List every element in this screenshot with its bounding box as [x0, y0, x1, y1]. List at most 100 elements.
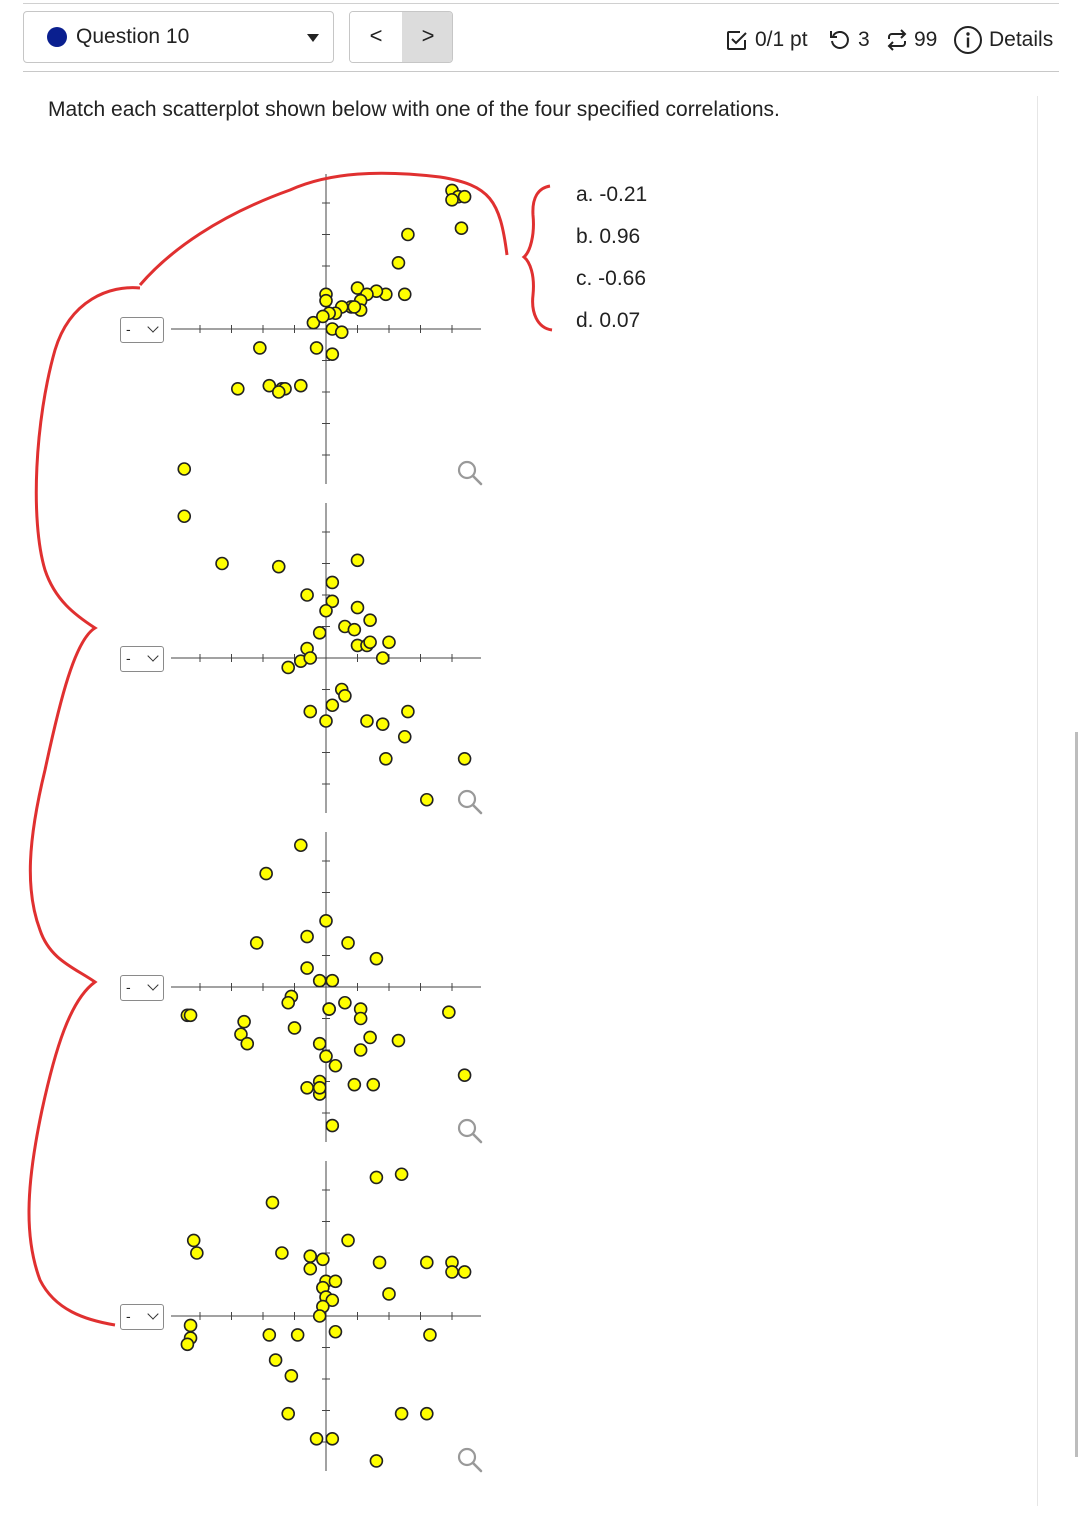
data-point [369, 1170, 384, 1185]
correlation-dropdown-2[interactable]: - [120, 646, 164, 672]
zoom-magnifier-icon[interactable] [457, 789, 483, 815]
content-right-border [1037, 96, 1038, 1506]
correlation-dropdown-1[interactable]: - [120, 317, 164, 343]
data-point [391, 256, 406, 270]
scatterplot-1 [171, 174, 483, 486]
header-divider [23, 71, 1059, 72]
chevron-down-icon [147, 1308, 159, 1320]
data-point [281, 660, 296, 675]
data-point [382, 1287, 396, 1301]
data-point [319, 293, 333, 308]
data-point [457, 1068, 472, 1082]
data-point [372, 1255, 387, 1270]
data-point [328, 1058, 343, 1073]
data-point [353, 1043, 368, 1057]
data-point [341, 1233, 355, 1248]
dropdown-value: - [126, 979, 131, 995]
zoom-magnifier-icon[interactable] [457, 460, 483, 486]
data-point [300, 929, 314, 944]
question-nav: < > [349, 11, 453, 63]
chevron-down-icon [147, 979, 159, 991]
data-point [231, 382, 245, 396]
details-text: Details [989, 28, 1054, 51]
data-point [325, 1118, 340, 1133]
data-point [309, 341, 324, 355]
data-point [366, 1077, 381, 1092]
data-point [382, 635, 396, 650]
dropdown-value: - [126, 1308, 131, 1324]
data-point [249, 936, 264, 950]
dropdown-value: - [126, 650, 131, 666]
data-point [328, 1274, 343, 1289]
zoom-magnifier-icon[interactable] [457, 1447, 483, 1473]
data-point [275, 1246, 289, 1260]
data-point [394, 1167, 409, 1182]
data-point [442, 1005, 456, 1020]
data-point [391, 1033, 406, 1048]
checkbox-icon [727, 31, 747, 50]
data-point [284, 1369, 299, 1383]
data-point [262, 378, 277, 393]
data-point [394, 1406, 409, 1421]
data-point [401, 227, 415, 242]
data-point [419, 792, 434, 807]
data-point [363, 1030, 377, 1045]
data-point [312, 625, 327, 640]
data-point [334, 325, 349, 339]
data-point [350, 600, 365, 615]
data-point [397, 287, 412, 302]
choice-c: c. -0.66 [576, 267, 647, 290]
question-label: Question 10 [76, 25, 190, 48]
data-point [271, 385, 286, 399]
question-select[interactable]: Question 10 [23, 11, 334, 63]
zoom-magnifier-icon[interactable] [457, 1118, 483, 1144]
data-point [300, 1081, 314, 1095]
data-point [177, 509, 192, 524]
data-point [457, 189, 472, 204]
correlation-dropdown-3[interactable]: - [120, 975, 164, 1001]
data-point [319, 1049, 333, 1064]
data-point [303, 704, 318, 719]
data-point [237, 1014, 251, 1029]
correlation-dropdown-4[interactable]: - [120, 1304, 164, 1330]
data-point [350, 553, 365, 568]
next-question-button[interactable]: > [402, 12, 452, 62]
data-point [363, 635, 377, 650]
data-point [300, 961, 314, 975]
data-point [338, 688, 352, 703]
data-point [347, 622, 362, 637]
question-status-dot [47, 27, 67, 47]
data-point [325, 973, 340, 988]
scrollbar[interactable] [1075, 732, 1078, 1457]
data-point [186, 1233, 201, 1248]
caret-down-icon [307, 34, 319, 42]
data-point [457, 751, 472, 766]
data-point [419, 1255, 434, 1270]
chevron-down-icon [147, 321, 159, 333]
details-link[interactable]: Details [953, 24, 1053, 56]
data-point [281, 1406, 296, 1421]
data-point [319, 914, 333, 928]
data-point [401, 704, 415, 719]
data-point [341, 936, 355, 950]
data-point [303, 651, 318, 665]
data-point [240, 1036, 255, 1051]
data-point [290, 1328, 305, 1342]
data-point [419, 1406, 434, 1421]
scatterplot-3 [171, 832, 483, 1144]
retries-status: 3 [828, 24, 870, 56]
data-point [325, 1432, 340, 1446]
retry-icon [830, 31, 849, 49]
data-point [281, 995, 296, 1010]
data-point [445, 1265, 459, 1279]
dropdown-value: - [126, 321, 131, 337]
data-point [353, 1011, 368, 1026]
data-point [312, 1036, 327, 1051]
retries-text: 3 [858, 28, 870, 51]
data-point [293, 838, 308, 853]
data-point [379, 751, 393, 766]
data-point [457, 1265, 472, 1279]
data-point [328, 1324, 343, 1339]
data-point [215, 556, 229, 571]
